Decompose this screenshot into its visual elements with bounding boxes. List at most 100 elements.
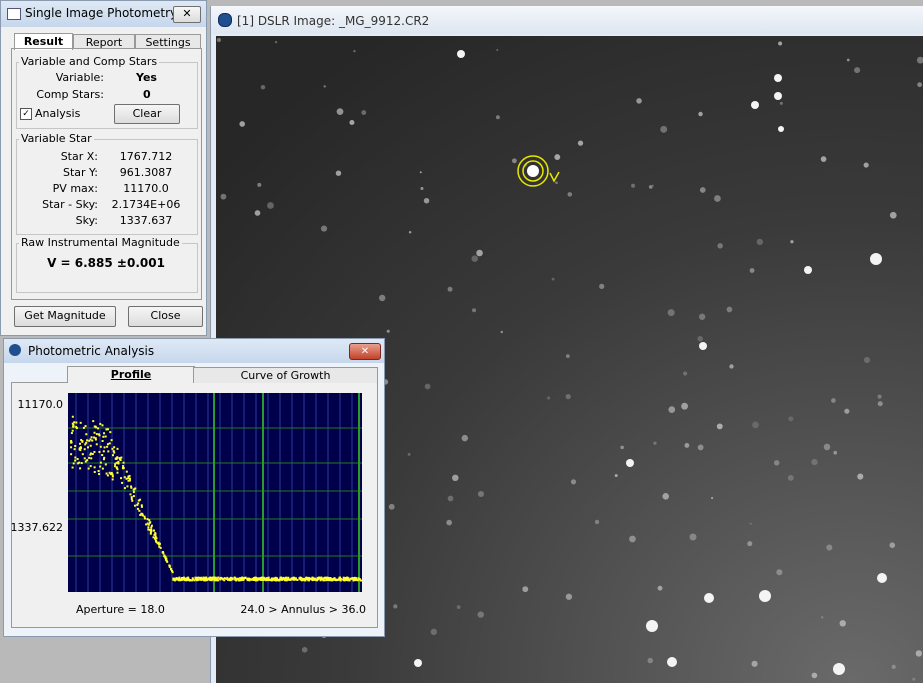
profile-point [120,477,122,479]
profile-point [122,467,124,469]
profile-point [170,569,172,571]
tab[interactable]: Report [73,34,135,49]
profile-point [151,525,153,527]
profile-point [130,487,132,489]
star [864,163,869,168]
profile-point [347,577,349,579]
star [431,629,437,635]
star [379,295,385,301]
profile-point [217,579,219,581]
button[interactable]: Clear [114,104,180,124]
star [821,616,824,619]
star [697,336,702,341]
star [844,409,849,414]
star [571,479,576,484]
profile-point [261,577,263,579]
star [892,665,896,669]
profile-point [154,532,156,534]
star [648,658,654,664]
profile-point [301,579,303,581]
star [476,250,483,257]
profile-point [84,457,86,459]
bright-star [699,342,707,350]
profile-point [120,457,122,459]
profile-point [104,446,106,448]
tab[interactable]: Profile [67,366,195,383]
star [847,59,850,62]
window-title: [1] DSLR Image: _MG_9912.CR2 [237,14,429,28]
star [420,171,422,173]
profile-point [129,479,131,481]
star [496,115,500,119]
star [547,396,550,399]
profile-point [282,577,284,579]
star [652,185,654,187]
profile-point [204,577,206,579]
profile-point [140,513,142,515]
profile-point [70,453,72,455]
window-icon [7,8,21,20]
star [578,140,583,145]
tab[interactable]: Settings [135,34,201,49]
field-value: 961.3087 [106,166,186,179]
profile-point [246,578,248,580]
button[interactable]: Close [128,306,203,327]
magnitude-value: V = 6.885 ±0.001 [16,256,196,270]
profile-point [253,579,255,581]
profile-point [307,579,309,581]
star [831,398,836,403]
star [821,156,827,162]
profile-point [94,471,96,473]
button[interactable]: Get Magnitude [14,306,116,327]
star [420,187,423,190]
tab[interactable]: Curve of Growth [193,367,378,383]
profile-point [359,579,361,581]
star [812,673,818,679]
bright-star [646,620,658,632]
profile-point [101,424,103,426]
star [824,444,831,451]
profile-point [72,430,74,432]
profile-point [343,579,345,581]
profile-point [129,493,131,495]
profile-point [75,422,77,424]
field-label: Comp Stars: [21,88,104,101]
group-title: Raw Instrumental Magnitude [19,236,182,249]
star [700,187,706,193]
profile-point [287,577,289,579]
profile-point [93,451,95,453]
profile-point [318,577,320,579]
bright-star [759,590,771,602]
star [833,451,837,455]
profile-point [131,496,133,498]
star [452,475,458,481]
analysis-window: Photometric Analysis ✕ Profile Curve of … [3,338,385,637]
star [217,38,221,42]
star [302,647,308,653]
close-icon[interactable]: ✕ [173,6,201,23]
profile-point [136,504,138,506]
bright-star [804,266,812,274]
profile-point [90,457,92,459]
star [620,446,624,450]
profile-point [72,424,74,426]
group-title: Variable and Comp Stars [19,55,159,68]
profile-point [102,468,104,470]
profile-point [98,433,100,435]
bright-star [457,50,465,58]
close-icon[interactable]: ✕ [349,343,381,360]
profile-point [107,450,109,452]
profile-point [81,462,83,464]
profile-point [97,427,99,429]
star [261,85,265,89]
profile-point [201,579,203,581]
profile-point [94,432,96,434]
profile-point [298,577,300,579]
profile-point [106,446,108,448]
checkbox-label[interactable]: Analysis [35,107,80,120]
profile-point [129,478,131,480]
window-icon [218,13,232,27]
checkbox[interactable]: ✓ [20,108,32,120]
profile-point [113,446,115,448]
profile-point [172,578,174,580]
